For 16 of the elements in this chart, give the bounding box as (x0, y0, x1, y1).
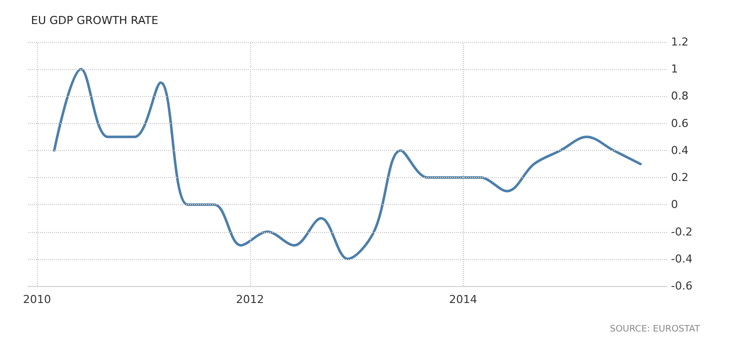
x-tick-label: 2010 (23, 293, 52, 306)
x-tick-label: 2014 (449, 293, 478, 306)
y-tick-label: -0.2 (671, 225, 692, 238)
y-tick-label: 1.2 (671, 36, 688, 48)
y-tick-label: -0.4 (671, 252, 692, 266)
y-tick-label: 1 (671, 62, 678, 76)
source-note: SOURCE: EUROSTAT (610, 324, 701, 334)
chart-title: EU GDP GROWTH RATE (31, 14, 158, 27)
y-tick-label: 0.2 (671, 171, 688, 184)
y-tick-label: 0.6 (671, 116, 688, 130)
y-tick-label: -0.6 (671, 280, 692, 292)
y-tick-label: 0.4 (671, 144, 688, 157)
y-tick-label: 0 (671, 198, 678, 212)
line-series (53, 68, 642, 260)
y-tick-label: 0.8 (671, 90, 688, 103)
x-tick-label: 2012 (236, 293, 264, 306)
